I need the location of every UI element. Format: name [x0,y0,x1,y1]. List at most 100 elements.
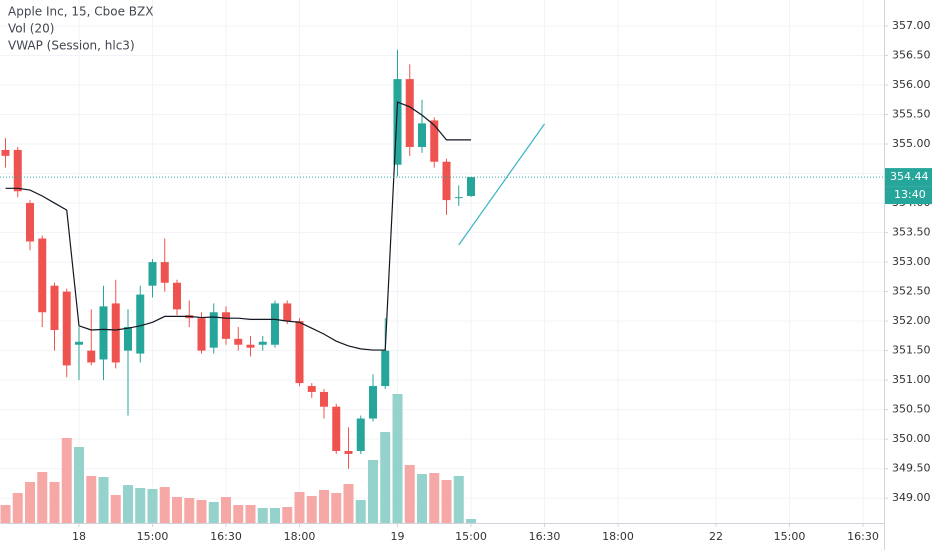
candle-body [234,338,243,345]
candle-body [442,161,451,201]
indicator-label: Vol (20) [8,22,54,36]
y-tick-label: 350.50 [892,403,931,416]
volume-bar [466,519,476,523]
candle-body [344,450,353,454]
price-axis-bg [884,0,932,550]
x-tick-label: 15:00 [774,530,806,543]
volume-bar [12,493,23,523]
candle-body [197,318,206,351]
y-tick-label: 355.50 [892,108,931,121]
candle-body [62,291,71,366]
candle-body [393,79,402,165]
y-tick-label: 353.00 [892,255,931,268]
volume-bar [453,476,464,523]
y-tick-label: 355.00 [892,137,931,150]
volume-bar [245,505,256,523]
y-tick-label: 351.00 [892,373,931,386]
candle-body [405,79,414,147]
volume-bar [86,476,97,523]
candle-body [222,312,230,339]
volume-bar [98,477,109,523]
candle-body [258,341,267,345]
x-tick-label: 18 [72,530,86,543]
volume-bar [123,485,133,523]
volume-bar [294,492,305,523]
volume-bar [270,508,280,523]
candle-body [295,321,304,384]
candle-body [1,149,10,156]
y-tick-label: 349.50 [892,462,931,475]
candle-body [38,238,47,313]
y-tick-label: 357.00 [892,19,931,32]
chart-title: Apple Inc, 15, Cboe BZX [8,5,153,19]
candle-body [124,327,132,351]
candle-body [320,391,328,407]
trend-line [458,123,545,246]
candle-body [356,418,365,451]
volume-bar [135,488,146,523]
x-tick-label: 18:00 [284,530,316,543]
candle-body [111,303,120,363]
candle-body [307,386,316,392]
candle-body [75,341,83,345]
x-tick-label: 19 [391,530,405,543]
x-tick-label: 15:00 [455,530,487,543]
x-tick-label: 18:00 [602,530,634,543]
x-tick-label: 15:00 [137,530,169,543]
volume-bar [429,473,440,523]
volume-bar [355,500,366,523]
volume-bar [208,502,219,523]
y-tick-label: 356.50 [892,48,931,61]
y-tick-label: 352.50 [892,285,931,298]
candle-body [467,177,475,196]
candle-body [246,344,255,348]
volume-bar [380,432,391,523]
x-tick-label: 16:30 [847,530,879,543]
last-price-label: 354.44 [890,170,929,183]
x-tick-label: 22 [709,530,723,543]
candle-body [332,406,341,451]
y-tick-label: 350.00 [892,432,931,445]
indicator-label: VWAP (Session, hlc3) [8,39,135,53]
volume-bar [37,472,48,523]
volume-bar [74,447,84,523]
x-tick-label: 16:30 [529,530,561,543]
volume-bar [221,497,231,523]
candle-body [430,120,439,162]
candle-body [381,350,390,387]
volume-bar [441,480,452,523]
candle-body [369,386,377,419]
volume-bar [368,460,378,523]
volume-bar [331,493,342,523]
volume-bar [282,507,293,523]
vwap-line [5,101,471,351]
volume-bar [343,484,354,523]
candle-body [99,306,108,360]
volume-bar [319,490,329,523]
y-tick-label: 353.50 [892,226,931,239]
last-price-box [885,168,932,187]
volume-bar [196,500,207,523]
volume-bar [417,474,427,523]
candle-body [26,203,34,242]
volume-bar [110,495,121,523]
last-time-label: 13:40 [894,188,926,201]
volume-bar [233,505,244,523]
candle-body [283,303,292,322]
volume-bar [184,498,195,523]
candle-body [148,262,157,286]
volume-bar [25,482,35,523]
candle-body [209,312,218,348]
y-tick-label: 349.00 [892,491,931,504]
last-time-box [885,186,932,205]
volume-bar [61,438,72,523]
volume-bar [0,505,11,523]
candle-body [454,197,463,199]
candle-body [160,262,169,283]
volume-bar [172,497,182,523]
volume-bar [147,489,158,523]
candle-body [271,303,279,345]
y-tick-label: 356.00 [892,78,931,91]
volume-bar [404,465,415,523]
